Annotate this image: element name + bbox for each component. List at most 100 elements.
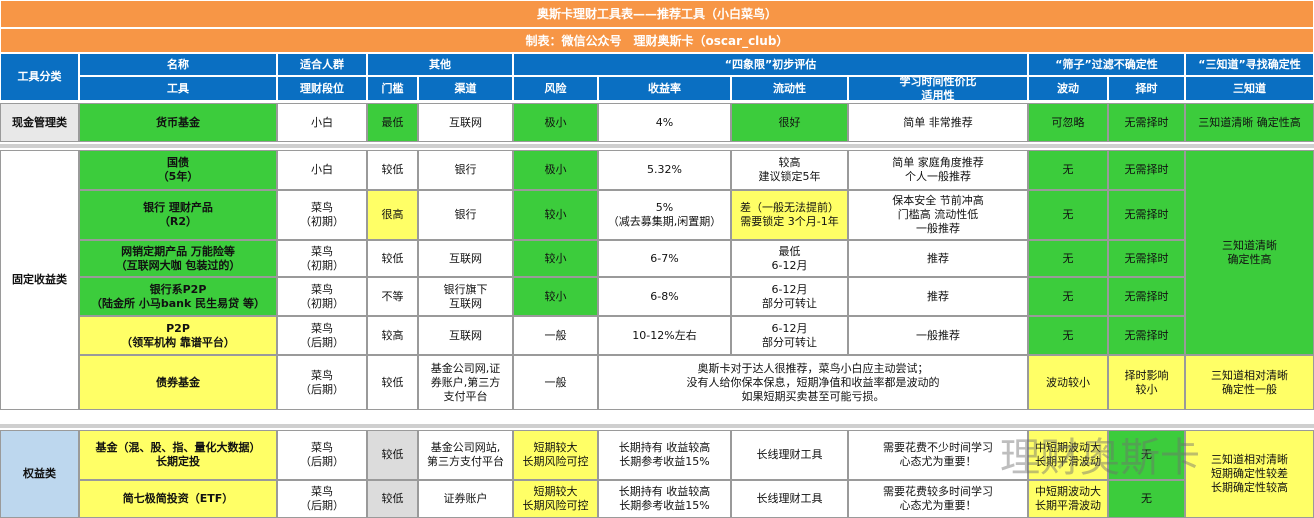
liquidity-cell: 长线理财工具: [731, 480, 848, 518]
audience-cell: 菜鸟 （后期）: [277, 316, 367, 355]
timing-cell: 择时影响 较小: [1108, 355, 1185, 410]
header-cell: 学习时间性价比 适用性: [848, 76, 1028, 101]
return-cell: 4%: [598, 103, 731, 142]
header-cell: 理财段位: [277, 76, 367, 101]
header-group: 其他: [367, 53, 513, 76]
liquidity-cell: 很好: [731, 103, 848, 142]
liquidity-cell: 6-12月 部分可转让: [731, 277, 848, 316]
volatility-cell: 无: [1028, 190, 1108, 240]
volatility-cell: 无: [1028, 240, 1108, 277]
header-cell: 工具分类: [0, 53, 79, 101]
volatility-cell: 无: [1028, 277, 1108, 316]
channel-cell: 银行旗下 互联网: [418, 277, 513, 316]
audience-cell: 小白: [277, 150, 367, 190]
name-cell: 债券基金: [79, 355, 277, 410]
header-group: “三知道”寻找确定性: [1185, 53, 1314, 76]
liquidity-cell: 6-12月 部分可转让: [731, 316, 848, 355]
name-cell: 网销定期产品 万能险等 （互联网大咖 包装过的）: [79, 240, 277, 277]
category: 权益类: [0, 430, 79, 518]
header-cell: 风险: [513, 76, 598, 101]
risk-cell: 较小: [513, 240, 598, 277]
return-cell: 长期持有 收益较高 长期参考收益15%: [598, 480, 731, 518]
separator: [0, 144, 1314, 148]
timing-cell: 无需择时: [1108, 150, 1185, 190]
threshold-cell: 最低: [367, 103, 418, 142]
threshold-cell: 较低: [367, 150, 418, 190]
name-cell: 银行 理财产品 （R2）: [79, 190, 277, 240]
threshold-cell: 不等: [367, 277, 418, 316]
threshold-cell: 较高: [367, 316, 418, 355]
header-cell: 渠道: [418, 76, 513, 101]
name-cell: 简七极简投资（ETF）: [79, 480, 277, 518]
audience-cell: 菜鸟 （后期）: [277, 355, 367, 410]
return-cell: 长期持有 收益较高 长期参考收益15%: [598, 430, 731, 480]
subtitle: 制表：微信公众号 理财奥斯卡（oscar_club）: [0, 28, 1314, 53]
risk-cell: 极小: [513, 150, 598, 190]
learning-cell: 需要花费不少时间学习 心态尤为重要！: [848, 430, 1028, 480]
category: 固定收益类: [0, 150, 79, 410]
channel-cell: 互联网: [418, 103, 513, 142]
category: 现金管理类: [0, 103, 79, 142]
volatility-cell: 中短期波动大 长期平滑波动: [1028, 480, 1108, 518]
separator: [0, 424, 1314, 428]
note-cell: 奥斯卡对于达人很推荐，菜鸟小白应主动尝试； 没有人给你保本保息，短期净值和收益率…: [598, 355, 1028, 410]
timing-cell: 无需择时: [1108, 277, 1185, 316]
liquidity-cell: 较高 建议锁定5年: [731, 150, 848, 190]
header-cell: 择时: [1108, 76, 1185, 101]
title: 奥斯卡理财工具表——推荐工具（小白菜鸟）: [0, 0, 1314, 28]
threshold-cell: 很高: [367, 190, 418, 240]
learning-cell: 推荐: [848, 277, 1028, 316]
header-cell: 收益率: [598, 76, 731, 101]
volatility-cell: 无: [1028, 150, 1108, 190]
header-group: “筛子”过滤不确定性: [1028, 53, 1185, 76]
channel-cell: 基金公司网,证 券账户,第三方 支付平台: [418, 355, 513, 410]
audience-cell: 菜鸟 （初期）: [277, 277, 367, 316]
risk-cell: 极小: [513, 103, 598, 142]
know-cell: 三知道相对清晰 确定性一般: [1185, 355, 1314, 410]
header-cell: 流动性: [731, 76, 848, 101]
channel-cell: 银行: [418, 150, 513, 190]
return-cell: 5.32%: [598, 150, 731, 190]
name-cell: P2P （领军机构 靠谱平台）: [79, 316, 277, 355]
threshold-cell: 较低: [367, 240, 418, 277]
timing-cell: 无需择时: [1108, 103, 1185, 142]
channel-cell: 银行: [418, 190, 513, 240]
timing-cell: 无: [1108, 430, 1185, 480]
risk-cell: 较小: [513, 190, 598, 240]
return-cell: 10-12%左右: [598, 316, 731, 355]
channel-cell: 互联网: [418, 240, 513, 277]
return-cell: 5% （减去募集期,闲置期）: [598, 190, 731, 240]
learning-cell: 保本安全 节前冲高 门槛高 流动性低 一般推荐: [848, 190, 1028, 240]
header-cell: 门槛: [367, 76, 418, 101]
threshold-cell: 较低: [367, 480, 418, 518]
return-cell: 6-8%: [598, 277, 731, 316]
learning-cell: 一般推荐: [848, 316, 1028, 355]
volatility-cell: 波动较小: [1028, 355, 1108, 410]
header-group: 适合人群: [277, 53, 367, 76]
know-cell: 三知道清晰 确定性高: [1185, 150, 1314, 355]
know-cell: 三知道相对清晰 短期确定性较差 长期确定性较高: [1185, 430, 1314, 518]
liquidity-cell: 长线理财工具: [731, 430, 848, 480]
volatility-cell: 可忽略: [1028, 103, 1108, 142]
channel-cell: 证券账户: [418, 480, 513, 518]
volatility-cell: 中短期波动大 长期平滑波动: [1028, 430, 1108, 480]
header-group: 名称: [79, 53, 277, 76]
know-cell: 三知道清晰 确定性高: [1185, 103, 1314, 142]
risk-cell: 一般: [513, 355, 598, 410]
channel-cell: 互联网: [418, 316, 513, 355]
learning-cell: 简单 家庭角度推荐 个人一般推荐: [848, 150, 1028, 190]
audience-cell: 小白: [277, 103, 367, 142]
timing-cell: 无需择时: [1108, 190, 1185, 240]
risk-cell: 短期较大 长期风险可控: [513, 480, 598, 518]
learning-cell: 推荐: [848, 240, 1028, 277]
risk-cell: 短期较大 长期风险可控: [513, 430, 598, 480]
name-cell: 国债 （5年）: [79, 150, 277, 190]
name-cell: 银行系P2P （陆金所 小马bank 民生易贷 等）: [79, 277, 277, 316]
timing-cell: 无: [1108, 480, 1185, 518]
liquidity-cell: 差（一般无法提前） 需要锁定 3个月-1年: [731, 190, 848, 240]
timing-cell: 无需择时: [1108, 240, 1185, 277]
threshold-cell: 较低: [367, 355, 418, 410]
risk-cell: 较小: [513, 277, 598, 316]
header-cell: 工具: [79, 76, 277, 101]
